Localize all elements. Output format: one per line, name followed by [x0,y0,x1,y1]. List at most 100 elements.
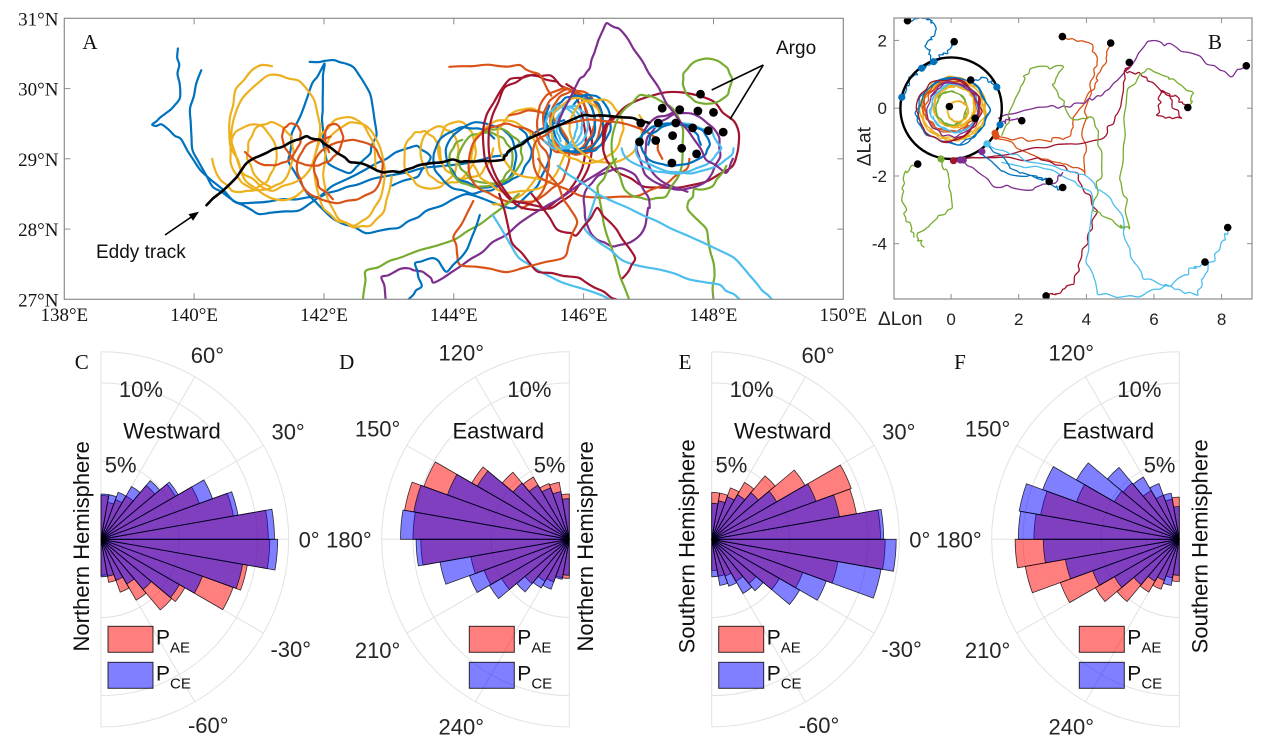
theta-tick-label: 240° [439,714,485,739]
relative-track [984,141,1050,183]
theta-tick-label: 210° [355,638,401,663]
panel-label-c: C [75,350,89,374]
legend-item: PAE [468,625,551,656]
end-points [903,18,1251,299]
float-track [295,135,384,205]
eddy-track [205,113,651,207]
r-tick-label: 10% [730,377,774,402]
bar-ce [542,538,570,590]
bar-ce [100,493,110,540]
x-tick-label: 0 [946,310,955,329]
panel-b-ticks [894,18,1252,299]
exit-point-marker [937,155,945,163]
argo-float-marker [688,123,698,133]
bar-ce [562,538,570,576]
theta-tick-label: 0° [299,527,320,552]
r-tick-label: 5% [716,453,748,478]
legend-label: PCE [156,662,191,692]
bar-ce [711,490,778,540]
argo-float-marker [671,118,681,128]
y-tick-label: -2 [872,167,887,186]
r-tick-label: 5% [534,453,566,478]
relative-track [997,39,1247,119]
x-axis-label: ΔLon [878,309,922,330]
y-tick-label: 30°N [18,80,59,101]
arrow-head-icon [188,211,199,221]
bar-ce [469,538,570,593]
legend-label-main: P [156,626,170,649]
hemisphere-label: Southern Hemisphere [675,439,700,653]
relative-track [995,42,1112,143]
histogram-bars [1014,462,1180,603]
float-track [452,157,579,274]
float-track [403,120,495,190]
argo-float-marker [718,127,728,137]
argo-float-marker [703,126,713,136]
r-tick-label: 5% [105,453,137,478]
arrow-shaft [164,214,195,236]
legend-swatch [1078,661,1125,689]
legend-item: PCE [107,661,191,692]
end-point-marker [971,114,979,123]
x-tick-label: 144°E [430,305,478,326]
argo-pointer-line [729,64,764,120]
x-tick-label: 2 [1014,310,1023,329]
exit-point-marker [983,140,991,148]
r-tick-label: 10% [119,377,163,402]
argo-float-marker [693,106,703,116]
x-tick-label: 138°E [40,305,88,326]
bar-ce [711,538,897,572]
legend-label-subscript: AE [781,639,801,656]
argo-float-marker [653,118,663,128]
float-track [531,118,691,199]
theta-tick-label: -60° [799,713,840,738]
x-tick-label: 140°E [170,305,218,326]
x-tick-label: 4 [1082,310,1091,329]
panel-c-polar-histogram: 60° 30° 0° -30° -60° 5% 10% Westward Northern He… [69,343,320,738]
legend-label-main: P [767,626,781,649]
hemisphere-label: Northern Hemisphere [69,441,94,651]
float-track [681,57,734,105]
exit-point-marker [918,64,926,72]
end-point-marker [1042,292,1050,299]
x-tick-label: 148°E [690,305,738,326]
theta-tick-label: 150° [355,417,401,442]
float-track [530,192,637,280]
exit-point-marker [898,93,906,101]
legend-label: PCE [767,662,802,692]
end-point-marker [1045,177,1053,186]
float-track [151,47,432,216]
end-point-marker [1125,58,1134,67]
legend: PAE PCE [107,625,191,692]
theta-tick-label: 60° [801,343,834,368]
legend-label-main: P [1127,662,1141,685]
end-point-marker [1058,183,1067,192]
panel-e-polar-histogram: 60° 30° 0° -30° -60° 5% 10% Westward Southern He… [675,343,931,738]
legend: PAE PCE [718,625,802,692]
end-point-marker [903,18,912,25]
histogram-bars [400,461,570,599]
panel-b-relative-tracks: 0 2 4 6 8 -4 -2 0 2 B ΔLon ΔLat [855,17,1253,330]
y-tick-label: 27°N [18,290,59,311]
legend-label: PAE [767,626,801,656]
relative-track [1001,161,1206,299]
end-point-marker [1058,32,1067,41]
argo-float-marker [696,89,705,99]
legend-label-main: P [1127,626,1141,649]
bar-ce [489,538,570,599]
float-track [491,213,611,300]
legend-item: PCE [718,661,802,692]
relative-track [934,90,969,127]
legend-item: PAE [107,625,190,656]
legend-item: PAE [718,625,801,656]
bar-ce [100,480,161,540]
bar-ce [100,491,239,540]
relative-track [946,100,970,123]
bar-ce [711,500,726,540]
bar-ce [100,491,127,540]
theta-tick-label: -30° [881,637,922,662]
exit-point-marker [949,157,958,165]
exit-point-marker [978,148,986,156]
bar-ce [1113,538,1180,588]
exit-point-marker [992,132,1000,140]
